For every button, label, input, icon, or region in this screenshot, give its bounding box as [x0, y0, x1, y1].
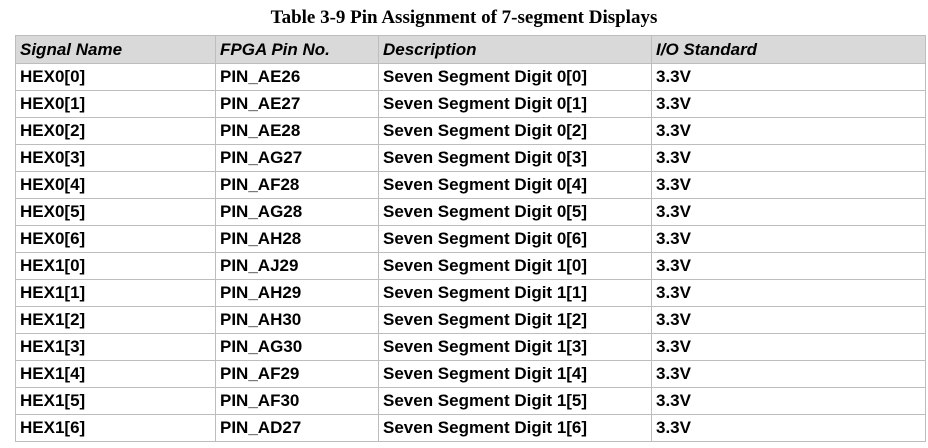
- column-header-description: Description: [378, 35, 652, 64]
- fpga-pin-cell: PIN_AH30: [215, 306, 379, 334]
- fpga-pin-cell: PIN_AE28: [215, 117, 379, 145]
- table-row: HEX1[6] PIN_AD27 Seven Segment Digit 1[6] 3…: [15, 414, 926, 442]
- column-header-fpga-pin: FPGA Pin No.: [215, 35, 379, 64]
- io-standard-cell: 3.3V: [651, 279, 926, 307]
- description-cell: Seven Segment Digit 1[6]: [378, 414, 652, 442]
- description-cell: Seven Segment Digit 1[4]: [378, 360, 652, 388]
- io-standard-cell: 3.3V: [651, 144, 926, 172]
- fpga-pin-cell: PIN_AG27: [215, 144, 379, 172]
- fpga-pin-cell: PIN_AD27: [215, 414, 379, 442]
- column-header-signal-name: Signal Name: [15, 35, 216, 64]
- column-header-io-standard: I/O Standard: [651, 35, 926, 64]
- io-standard-cell: 3.3V: [651, 117, 926, 145]
- signal-name-cell: HEX0[0]: [15, 63, 216, 91]
- table-row: HEX1[5] PIN_AF30 Seven Segment Digit 1[5] 3…: [15, 387, 926, 415]
- fpga-pin-cell: PIN_AG30: [215, 333, 379, 361]
- fpga-pin-cell: PIN_AH28: [215, 225, 379, 253]
- table-caption: Table 3-9 Pin Assignment of 7-segment Di…: [270, 7, 658, 28]
- fpga-pin-cell: PIN_AE27: [215, 90, 379, 118]
- signal-name-cell: HEX0[4]: [15, 171, 216, 199]
- description-cell: Seven Segment Digit 0[4]: [378, 171, 652, 199]
- io-standard-cell: 3.3V: [651, 414, 926, 442]
- description-cell: Seven Segment Digit 1[2]: [378, 306, 652, 334]
- table-row: HEX0[6] PIN_AH28 Seven Segment Digit 0[6] 3…: [15, 225, 926, 253]
- fpga-pin-cell: PIN_AG28: [215, 198, 379, 226]
- signal-name-cell: HEX1[4]: [15, 360, 216, 388]
- table-row: HEX0[4] PIN_AF28 Seven Segment Digit 0[4] 3…: [15, 171, 926, 199]
- description-cell: Seven Segment Digit 0[0]: [378, 63, 652, 91]
- table-row: HEX1[2] PIN_AH30 Seven Segment Digit 1[2] 3…: [15, 306, 926, 334]
- table-row: HEX0[0] PIN_AE26 Seven Segment Digit 0[0] 3…: [15, 63, 926, 91]
- table-row: HEX1[3] PIN_AG30 Seven Segment Digit 1[3] 3…: [15, 333, 926, 361]
- io-standard-cell: 3.3V: [651, 171, 926, 199]
- io-standard-cell: 3.3V: [651, 63, 926, 91]
- fpga-pin-cell: PIN_AJ29: [215, 252, 379, 280]
- io-standard-cell: 3.3V: [651, 225, 926, 253]
- io-standard-cell: 3.3V: [651, 333, 926, 361]
- description-cell: Seven Segment Digit 0[3]: [378, 144, 652, 172]
- signal-name-cell: HEX1[3]: [15, 333, 216, 361]
- fpga-pin-cell: PIN_AF29: [215, 360, 379, 388]
- io-standard-cell: 3.3V: [651, 360, 926, 388]
- signal-name-cell: HEX0[1]: [15, 90, 216, 118]
- description-cell: Seven Segment Digit 1[3]: [378, 333, 652, 361]
- description-cell: Seven Segment Digit 0[5]: [378, 198, 652, 226]
- io-standard-cell: 3.3V: [651, 90, 926, 118]
- fpga-pin-cell: PIN_AF28: [215, 171, 379, 199]
- table-row: HEX0[1] PIN_AE27 Seven Segment Digit 0[1] 3…: [15, 90, 926, 118]
- table-row: HEX1[1] PIN_AH29 Seven Segment Digit 1[1] 3…: [15, 279, 926, 307]
- fpga-pin-cell: PIN_AH29: [215, 279, 379, 307]
- signal-name-cell: HEX1[5]: [15, 387, 216, 415]
- table-header: Signal Name FPGA Pin No. Description I/O…: [15, 35, 926, 64]
- table-row: HEX0[2] PIN_AE28 Seven Segment Digit 0[2] 3…: [15, 117, 926, 145]
- fpga-pin-cell: PIN_AE26: [215, 63, 379, 91]
- pin-assignment-table: Signal Name FPGA Pin No. Description I/O…: [15, 35, 926, 442]
- description-cell: Seven Segment Digit 0[6]: [378, 225, 652, 253]
- signal-name-cell: HEX0[5]: [15, 198, 216, 226]
- fpga-pin-cell: PIN_AF30: [215, 387, 379, 415]
- signal-name-cell: HEX0[2]: [15, 117, 216, 145]
- io-standard-cell: 3.3V: [651, 387, 926, 415]
- description-cell: Seven Segment Digit 1[5]: [378, 387, 652, 415]
- description-cell: Seven Segment Digit 1[1]: [378, 279, 652, 307]
- description-cell: Seven Segment Digit 1[0]: [378, 252, 652, 280]
- signal-name-cell: HEX1[0]: [15, 252, 216, 280]
- table-row: HEX0[3] PIN_AG27 Seven Segment Digit 0[3] 3…: [15, 144, 926, 172]
- table-row: HEX1[4] PIN_AF29 Seven Segment Digit 1[4] 3…: [15, 360, 926, 388]
- header-row: Signal Name FPGA Pin No. Description I/O…: [15, 35, 926, 64]
- io-standard-cell: 3.3V: [651, 252, 926, 280]
- description-cell: Seven Segment Digit 0[2]: [378, 117, 652, 145]
- signal-name-cell: HEX1[2]: [15, 306, 216, 334]
- signal-name-cell: HEX0[3]: [15, 144, 216, 172]
- signal-name-cell: HEX1[1]: [15, 279, 216, 307]
- signal-name-cell: HEX0[6]: [15, 225, 216, 253]
- description-cell: Seven Segment Digit 0[1]: [378, 90, 652, 118]
- signal-name-cell: HEX1[6]: [15, 414, 216, 442]
- io-standard-cell: 3.3V: [651, 198, 926, 226]
- table-row: HEX1[0] PIN_AJ29 Seven Segment Digit 1[0] 3…: [15, 252, 926, 280]
- table-row: HEX0[5] PIN_AG28 Seven Segment Digit 0[5] 3…: [15, 198, 926, 226]
- table-body: HEX0[0] PIN_AE26 Seven Segment Digit 0[0] 3…: [15, 63, 926, 442]
- io-standard-cell: 3.3V: [651, 306, 926, 334]
